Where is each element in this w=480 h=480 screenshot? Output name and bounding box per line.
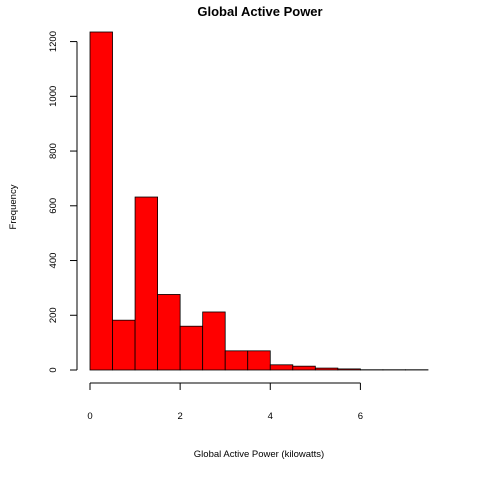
y-axis: 0 200 400 600 800 1000 1200 (48, 31, 78, 373)
x-tick-label: 4 (268, 411, 273, 422)
histogram-bar (269, 364, 294, 371)
histogram-bar (134, 196, 158, 371)
histogram-bar (89, 31, 113, 371)
histogram-bar (157, 294, 181, 371)
histogram-bar (314, 367, 339, 371)
histogram-bar (337, 368, 361, 371)
histogram-bar (224, 350, 249, 371)
x-axis-label: Global Active Power (kilowatts) (194, 449, 324, 460)
y-tick-label: 600 (48, 198, 59, 214)
histogram-bar (112, 319, 136, 371)
histogram-bar (202, 311, 226, 371)
histogram-bar (247, 350, 271, 371)
y-tick-label: 800 (48, 143, 59, 159)
y-tick-label: 1000 (48, 86, 59, 107)
x-tick-label: 6 (358, 411, 363, 422)
histogram-bar (292, 365, 316, 371)
histogram-bar (179, 325, 204, 371)
y-tick-label: 400 (48, 253, 59, 269)
chart-title: Global Active Power (197, 4, 322, 19)
y-tick-label: 1200 (48, 31, 59, 52)
x-tick-label: 2 (177, 411, 182, 422)
x-axis: 0 2 4 6 (87, 382, 363, 422)
y-tick-label: 0 (48, 367, 59, 372)
y-axis-label: Frequency (8, 184, 19, 229)
y-tick-label: 200 (48, 307, 59, 323)
bars-group (89, 31, 429, 371)
x-tick-label: 0 (87, 411, 92, 422)
